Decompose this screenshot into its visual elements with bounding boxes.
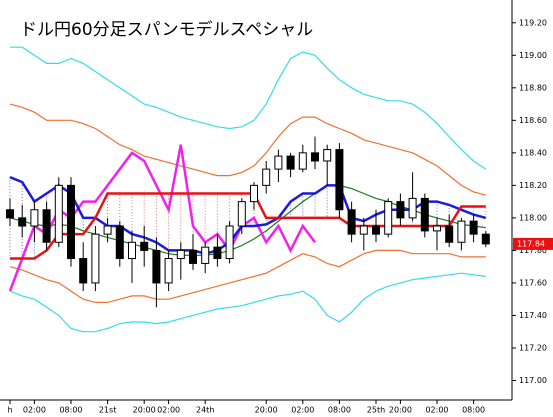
series-line [9, 184, 486, 256]
candle-body [54, 184, 63, 243]
x-tick-label: 08:00 [462, 406, 485, 415]
x-tick-label: h [7, 406, 12, 415]
candle-body [91, 233, 100, 284]
series-line [9, 103, 486, 196]
candle-body [445, 225, 454, 243]
candle-body [237, 201, 246, 227]
candle-body [469, 220, 478, 235]
candle-body [274, 155, 283, 170]
candle-body [164, 258, 173, 284]
candle-body [42, 209, 51, 243]
y-tick-label: 117.60 [519, 278, 547, 287]
x-tick-label: 20:00 [389, 406, 412, 415]
candle-body [67, 184, 75, 260]
candle-body [359, 225, 368, 235]
candle-body [201, 246, 210, 264]
candle-body [335, 149, 344, 211]
candle-body [298, 152, 307, 170]
candle-body [140, 241, 149, 251]
series-line [9, 249, 486, 303]
series-line [9, 272, 486, 333]
y-tick-label: 117.20 [519, 343, 547, 352]
candle-body [103, 225, 112, 235]
y-tick-label: 117.00 [519, 376, 547, 385]
candle-body [396, 201, 405, 219]
x-tick-label: 21st [99, 406, 116, 415]
x-tick-label: 20:00 [255, 406, 278, 415]
candle-body [372, 225, 380, 235]
candle-body [18, 217, 27, 227]
x-tick-label: 20:00 [133, 406, 156, 415]
candle-body [408, 197, 417, 219]
candle-body [286, 155, 295, 170]
candle-body [311, 152, 319, 162]
y-tick-label: 119.00 [519, 51, 547, 60]
candle-body [420, 197, 429, 232]
series-line [10, 46, 487, 170]
x-tick-label: 08:00 [328, 406, 351, 415]
y-tick-label: 119.20 [519, 18, 547, 27]
y-tick-label: 118.60 [519, 116, 547, 125]
y-tick-label: 118.20 [519, 181, 547, 190]
x-tick-label: 02:00 [425, 406, 448, 415]
candle-body [115, 225, 124, 260]
y-tick-label: 117.40 [519, 311, 547, 320]
y-tick-label: 118.80 [519, 83, 547, 92]
x-tick-label: 08:00 [59, 406, 82, 415]
series-line [9, 176, 487, 255]
x-tick-label: 02:00 [157, 406, 180, 415]
candle-body [152, 249, 161, 284]
candle-body [213, 246, 222, 260]
last-price-label: 117.84 [517, 239, 545, 248]
candle-body [128, 241, 136, 260]
x-tick-label: 02:00 [291, 406, 314, 415]
candle-body [481, 233, 490, 245]
y-tick-label: 118.00 [519, 213, 547, 222]
y-tick-label: 118.40 [519, 148, 547, 157]
candle-body [384, 201, 393, 235]
candle-body [457, 220, 466, 243]
x-tick-label: 25th [367, 406, 385, 415]
candle-body [433, 225, 441, 232]
candle-body [79, 258, 88, 284]
y-tick-label: 117.80 [519, 246, 547, 255]
candle-body [176, 249, 185, 260]
candle-body [189, 249, 197, 264]
candle-body [347, 209, 356, 235]
candle-body [225, 225, 234, 260]
candle-body [323, 149, 332, 162]
candle-body [262, 168, 271, 186]
candle-body [6, 209, 14, 219]
candle-body [30, 209, 39, 227]
x-tick-label: 02:00 [23, 406, 46, 415]
series-line [10, 192, 486, 260]
x-tick-label: 24th [196, 406, 214, 415]
last-price-box [513, 237, 553, 250]
candle-body [250, 184, 258, 203]
chart-title: ドル円60分足スパンモデルスペシャル [20, 19, 313, 40]
